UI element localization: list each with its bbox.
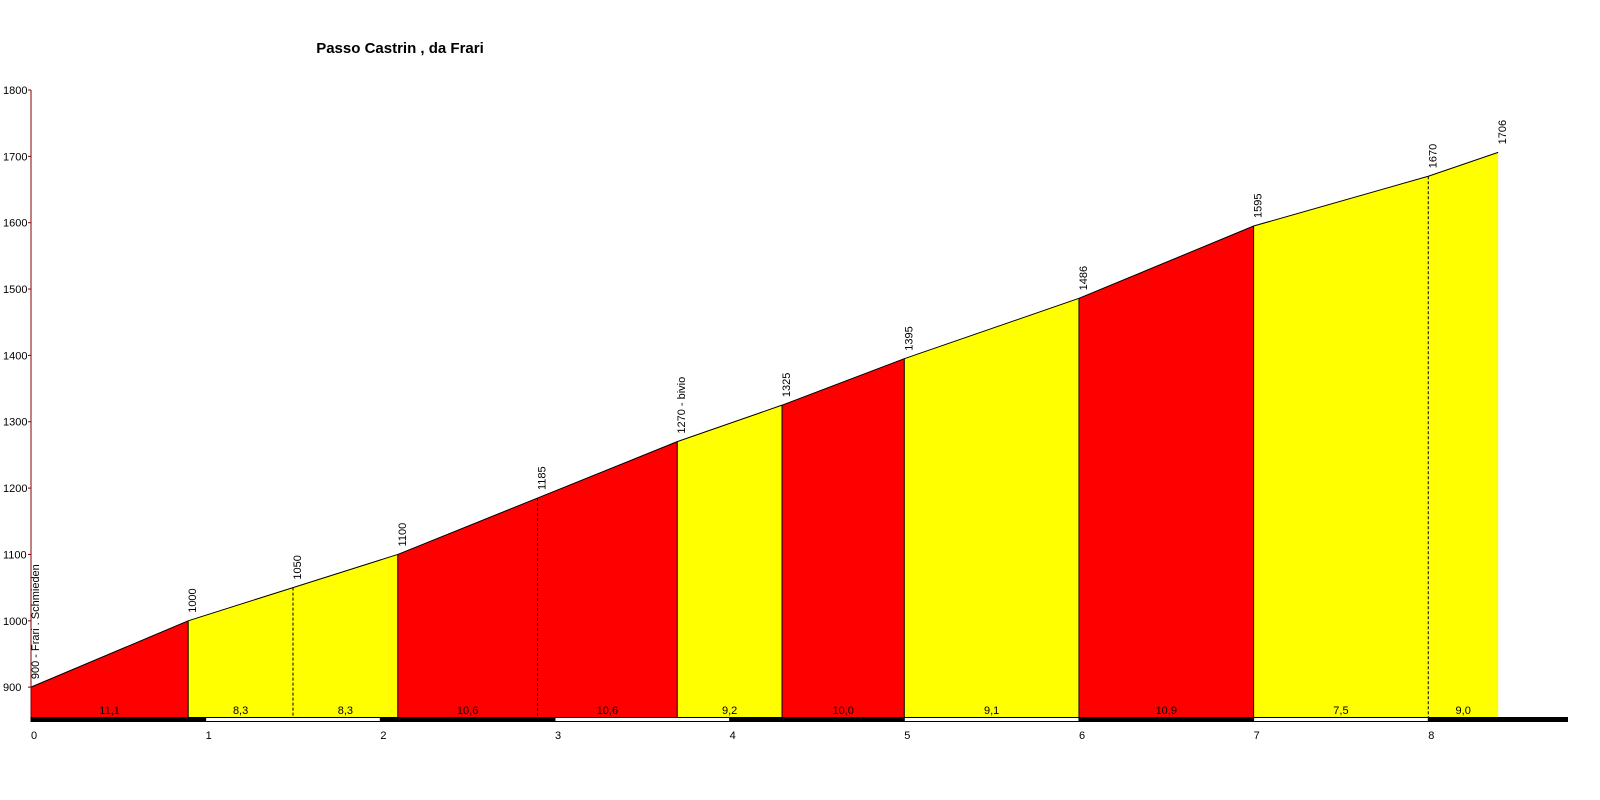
gradient-label: 10,6 (457, 705, 478, 717)
gradient-label: 10,0 (832, 705, 853, 717)
point-label: 1395 (903, 326, 915, 350)
segment (537, 441, 678, 717)
x-tick-label: 0 (31, 730, 37, 742)
point-label: 1706 (1497, 120, 1509, 144)
km-bar-white (904, 718, 1079, 721)
y-tick-label: 1300 (3, 417, 27, 429)
km-bar-white (205, 718, 381, 721)
point-label: 1185 (537, 466, 549, 490)
point-label: 1050 (292, 555, 304, 579)
x-tick-label: 3 (555, 730, 561, 742)
y-tick-label: 1600 (3, 218, 27, 230)
point-label: 1670 (1427, 144, 1439, 168)
y-tick-label: 1200 (3, 483, 27, 495)
segment (1253, 176, 1429, 717)
segment (31, 620, 189, 717)
segment (677, 405, 783, 717)
point-label: 900 - Frari . Schmieden (30, 564, 42, 679)
gradient-label: 8,3 (233, 705, 248, 717)
x-tick-label: 4 (730, 730, 736, 742)
y-tick-label: 1800 (3, 85, 27, 97)
gradient-label: 9,0 (1456, 705, 1471, 717)
km-bar (31, 717, 1568, 722)
gradient-label: 9,1 (984, 705, 999, 717)
gradient-label: 8,3 (338, 705, 353, 717)
y-tick-label: 1000 (3, 616, 27, 628)
y-tick-label: 900 (3, 682, 21, 694)
gradient-label: 10,6 (597, 705, 618, 717)
gradient-label: 7,5 (1333, 705, 1348, 717)
y-tick-label: 1400 (3, 350, 27, 362)
km-bar-white (1253, 718, 1429, 721)
segment (782, 358, 905, 717)
x-tick-label: 2 (380, 730, 386, 742)
gradient-label: 9,2 (722, 705, 737, 717)
x-tick-label: 6 (1079, 730, 1085, 742)
point-label: 1595 (1253, 194, 1265, 218)
x-tick-label: 8 (1428, 730, 1434, 742)
y-tick-label: 1500 (3, 284, 27, 296)
segment (188, 587, 293, 717)
segment (397, 498, 538, 717)
x-tick-label: 5 (904, 730, 910, 742)
y-tick-label: 1700 (3, 151, 27, 163)
chart-title: Passo Castrin , da Frari (316, 40, 484, 57)
y-tick-label: 1100 (3, 549, 27, 561)
point-label: 1000 (187, 588, 199, 612)
km-bar-white (554, 718, 730, 721)
gradient-label: 11,1 (99, 705, 120, 717)
x-tick-label: 1 (206, 730, 212, 742)
point-label: 1486 (1078, 266, 1090, 290)
point-label: 1270 - bivio (676, 377, 688, 434)
segment (904, 298, 1079, 717)
segment (1078, 226, 1254, 717)
segment (1428, 152, 1499, 717)
point-label: 1325 (781, 373, 793, 397)
point-label: 1100 (397, 523, 409, 547)
segment (292, 554, 398, 717)
x-tick-label: 7 (1254, 730, 1260, 742)
gradient-label: 10,9 (1156, 705, 1177, 717)
profile-line (30, 151, 1499, 688)
